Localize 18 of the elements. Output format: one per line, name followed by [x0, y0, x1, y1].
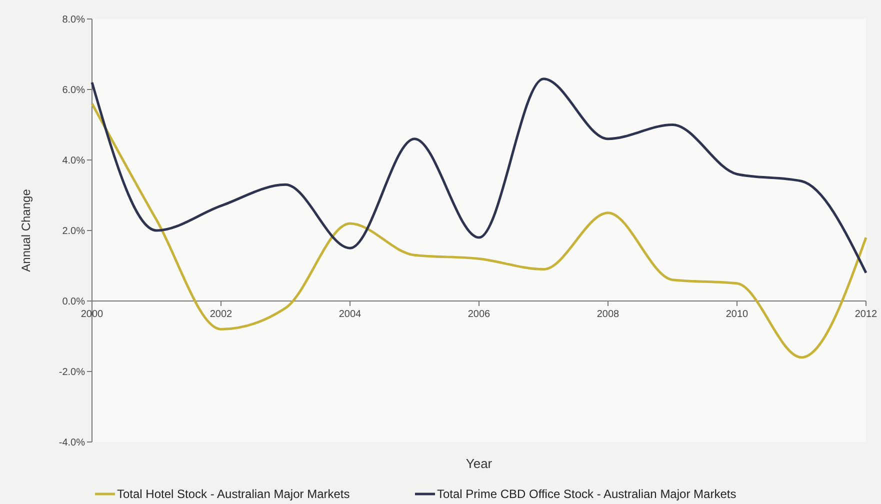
legend-label: Total Prime CBD Office Stock - Australian Major Markets: [437, 487, 736, 502]
y-tick-label: 2.0%: [62, 226, 86, 237]
y-tick-label: 4.0%: [62, 156, 86, 166]
y-tick-label: 8.0%: [62, 14, 86, 26]
legend-label: Total Hotel Stock - Australian Major Markets: [117, 487, 350, 502]
x-tick-label: 2008: [596, 309, 620, 320]
y-tick-label: 6.0%: [62, 85, 86, 96]
x-tick-label: 2012: [854, 309, 878, 320]
y-tick-label: 0.0%: [62, 296, 86, 308]
y-axis-title: Annual Change: [19, 188, 33, 272]
x-axis-title: Year: [466, 456, 493, 471]
x-tick-label: 2006: [468, 309, 491, 320]
x-tick-label: 2010: [726, 309, 749, 320]
y-tick-label: -4.0%: [58, 438, 86, 448]
x-tick-label: 2004: [338, 309, 362, 320]
y-tick-label: -2.0%: [58, 367, 86, 378]
line-series: [90, 78, 868, 274]
x-tick-label: 2002: [210, 309, 233, 320]
